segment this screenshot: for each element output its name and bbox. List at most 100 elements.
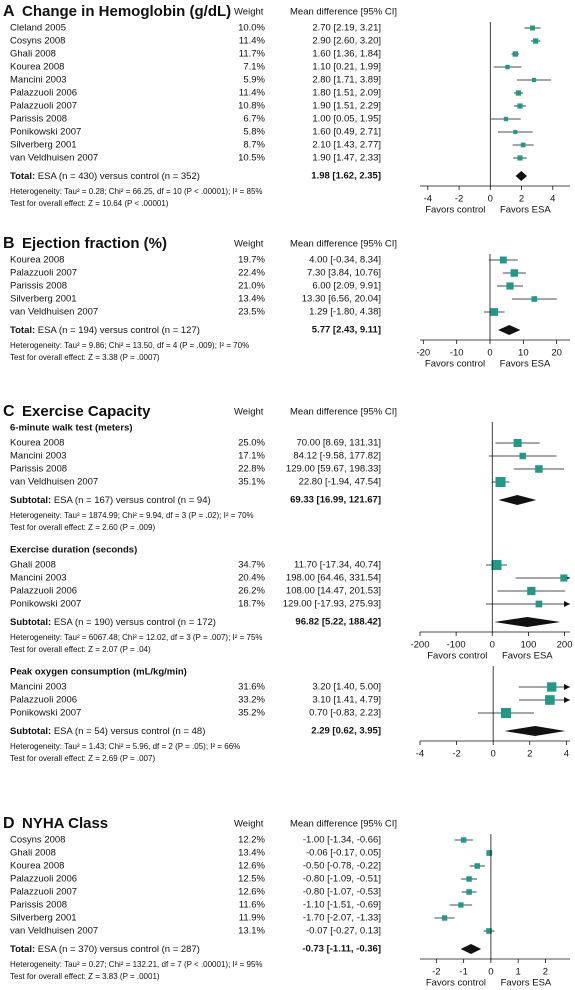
study-weight: 12.5% [238,874,265,885]
panel-title: NYHA Class [22,815,108,832]
study-weight: 34.7% [238,560,265,571]
study-name: Cosyns 2008 [10,36,65,47]
total-row: Subtotal: ESA (n = 167) versus control (… [10,495,211,506]
study-ci: 11.70 [-17.34, 40.74] [294,560,381,571]
study-weight: 23.5% [238,307,265,318]
panel-letter: D [3,815,15,832]
total-label: Subtotal: [10,495,51,506]
study-square [512,51,518,57]
study-square [532,38,539,44]
study-name: Palazzuoli 2006 [10,695,77,706]
study-weight: 13.4% [238,848,265,859]
study-ci: 22.80 [-1.94, 47.54] [299,477,381,488]
x-tick-label: -100 [447,640,466,651]
study-weight: 7.1% [243,62,265,73]
study-square [560,574,568,582]
x-tick-label: -2 [455,194,463,205]
total-ci: -0.73 [-1.11, -0.36] [302,944,381,955]
favors-left: Favors control [425,205,485,216]
study-ci: 3.20 [1.40, 5.00] [312,682,381,693]
x-tick-label: 2 [527,749,532,760]
study-name: Palazzuoli 2007 [10,268,77,279]
study-square [517,155,523,161]
study-square [510,269,519,277]
study-square [460,837,467,843]
study-weight: 20.4% [238,573,265,584]
study-weight: 5.9% [243,75,265,86]
study-ci: -0.06 [-0.17, 0.05] [306,848,381,859]
study-name: Silverberg 2001 [10,913,77,924]
study-ci: 108.00 [14.47, 201.53] [286,586,381,597]
panel-letter: C [3,403,15,420]
study-weight: 12.2% [238,835,265,846]
study-square [513,439,522,447]
total-ci: 2.29 [0.62, 3.95] [311,726,381,737]
total-diamond [504,726,566,736]
study-ci: -1.00 [-1.34, -0.66] [303,835,381,846]
study-name: Silverberg 2001 [10,294,77,305]
study-weight: 17.1% [238,451,265,462]
study-name: Ghali 2008 [10,848,56,859]
study-ci: 1.60 [1.36, 1.84] [312,49,381,60]
effect-header: Mean difference [95% CI] [290,407,397,418]
study-square [513,129,518,135]
study-weight: 11.4% [239,88,266,99]
panel-title: Ejection fraction (%) [22,235,167,252]
study-ci: 2.90 [2.60, 3.20] [312,36,381,47]
study-ci: 129.00 [-17.93, 275.93] [283,599,381,610]
study-ci: 2.70 [2.19, 3.21] [312,23,381,34]
x-tick-label: 4 [550,194,555,205]
study-square [517,103,523,109]
study-weight: 11.7% [239,49,266,60]
favors-right: Favors ESA [501,978,552,989]
total-row: Total: ESA (n = 430) versus control (n =… [10,171,200,182]
heterogeneity: Heterogeneity: Tau² = 0.27; Chi² = 132.2… [10,960,263,969]
study-name: Silverberg 2001 [10,140,77,151]
study-weight: 31.6% [238,682,265,693]
x-tick-label: 4 [564,749,569,760]
heterogeneity: Heterogeneity: Tau² = 0.28; Chi² = 66.25… [10,187,263,196]
x-tick-label: 0 [488,967,493,978]
total-label: Subtotal: [10,617,51,628]
x-tick-label: -4 [416,749,424,760]
study-ci: -0.80 [-1.07, -0.53] [303,887,381,898]
x-tick-label: 0 [488,194,493,205]
favors-right: Favors ESA [500,205,551,216]
total-row: Total: ESA (n = 194) versus control (n =… [10,325,200,336]
study-name: Ghali 2008 [10,560,56,571]
study-square [486,850,493,856]
x-tick-label: -20 [416,348,430,359]
study-ci: 1.80 [1.51, 2.09] [312,88,381,99]
study-name: Kourea 2008 [10,62,64,73]
total-ci: 96.82 [5.22, 188.42] [295,617,381,628]
study-weight: 10.5% [238,153,265,164]
study-name: van Veldhuisen 2007 [10,153,98,164]
x-tick-label: -200 [410,640,429,651]
study-square [545,695,555,705]
study-weight: 33.2% [238,695,265,706]
study-name: Mancini 2003 [10,451,67,462]
study-weight: 13.4% [238,294,265,305]
study-name: Parissis 2008 [10,114,67,125]
study-ci: 0.70 [-0.83, 2.23] [309,708,381,719]
study-ci: 6.00 [2.09, 9.91] [312,281,381,292]
panel-title: Exercise Capacity [22,403,151,420]
study-name: Ponikowski 2007 [10,708,81,719]
study-ci: 84.12 [-9.58, 177.82] [293,451,381,462]
study-square [530,25,535,31]
study-name: van Veldhuisen 2007 [10,477,98,488]
study-name: Kourea 2008 [10,438,64,449]
study-square [441,915,448,921]
study-square [466,889,472,895]
study-weight: 13.1% [238,926,265,937]
total-text: ESA (n = 370) versus control (n = 287) [38,944,200,955]
study-square [547,682,557,692]
weight-header: Weight [234,819,264,830]
subgroup-title: Exercise duration (seconds) [10,545,137,556]
overall-effect: Test for overall effect: Z = 10.64 (P < … [10,199,169,208]
study-square [506,282,514,290]
study-square [531,77,537,83]
total-text: ESA (n = 194) versus control (n = 127) [38,325,200,336]
study-name: Kourea 2008 [10,861,64,872]
